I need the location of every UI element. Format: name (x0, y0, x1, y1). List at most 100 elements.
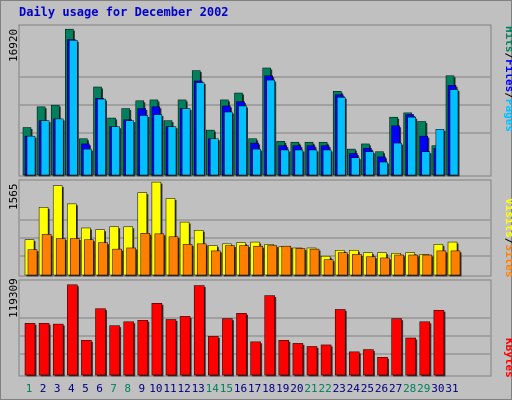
bar-kbytes (250, 341, 263, 377)
x-tick-label: 22 (318, 382, 331, 395)
bar-pages (252, 148, 263, 177)
bar-kbytes (349, 351, 361, 377)
bar-sites (55, 238, 67, 277)
x-tick-label: 27 (389, 382, 402, 395)
legend-kbytes: KBytes (503, 338, 512, 378)
legend-pages: Pages (503, 99, 512, 132)
bar-kbytes (278, 340, 291, 377)
x-tick-label: 18 (262, 382, 275, 395)
bar-pages (379, 161, 389, 177)
x-tick-label: 3 (54, 382, 61, 395)
bar-kbytes (208, 336, 220, 377)
x-tick-label: 12 (177, 382, 190, 395)
bar-pages (322, 149, 333, 177)
bar-sites (70, 238, 81, 277)
x-tick-label: 7 (110, 382, 117, 395)
x-tick-label: 6 (96, 382, 103, 395)
bar-pages (308, 149, 319, 177)
bar-pages (266, 79, 277, 177)
bar-kbytes (292, 343, 305, 377)
bar-kbytes (109, 325, 122, 377)
bar-pages (125, 120, 136, 177)
bar-sites (267, 245, 279, 277)
x-tick-label: 21 (304, 382, 317, 395)
bars-kbytes (24, 284, 446, 377)
x-tick-label: 23 (333, 382, 346, 395)
x-tick-label: 5 (82, 382, 89, 395)
bar-kbytes (151, 303, 164, 377)
bar-pages (365, 151, 375, 177)
bar-pages (69, 40, 79, 177)
x-tick-label: 9 (138, 382, 145, 395)
bar-pages (139, 115, 150, 177)
bar-pages (407, 116, 418, 177)
x-tick-label: 10 (149, 382, 162, 395)
bar-pages (26, 135, 37, 177)
bar-kbytes (419, 321, 432, 377)
bar-sites (27, 249, 39, 277)
bar-sites (450, 250, 462, 277)
bar-sites (422, 254, 434, 277)
y-axis-label-hits: 16920 (7, 29, 20, 62)
bar-sites (154, 233, 166, 277)
bar-pages (294, 149, 305, 177)
bar-sites (436, 250, 448, 277)
bar-sites (140, 233, 152, 277)
bar-pages (224, 111, 234, 177)
x-tick-label: 25 (361, 382, 374, 395)
bars-visits-sites (24, 181, 462, 277)
bar-sites (98, 242, 109, 277)
bar-sites (196, 243, 208, 277)
bar-kbytes (405, 337, 418, 377)
bar-sites (253, 245, 265, 277)
x-tick-label: 13 (192, 382, 205, 395)
legend-files: Files (503, 59, 512, 92)
x-tick-label: 29 (417, 382, 430, 395)
bar-kbytes (320, 344, 333, 377)
x-tick-label: 1 (26, 382, 33, 395)
bar-kbytes (433, 309, 446, 377)
bar-kbytes (193, 285, 206, 377)
bar-pages (40, 120, 51, 177)
bar-sites (112, 248, 124, 277)
x-tick-label: 16 (234, 382, 247, 395)
bars-hits-files-pages (22, 28, 460, 177)
x-tick-label: 15 (220, 382, 233, 395)
bar-pages (449, 89, 460, 177)
x-tick-label: 14 (206, 382, 220, 395)
bar-kbytes (24, 323, 37, 377)
bar-kbytes (264, 295, 277, 377)
x-axis-day-labels: 1 2 3 4 5 6 7 8 9 10 11 12 13 14 15 16 17 18 19 20 21 22 23 24 2… (26, 382, 459, 395)
bar-pages (351, 157, 361, 177)
x-tick-label: 20 (290, 382, 303, 395)
bar-pages (435, 129, 446, 177)
bar-kbytes (306, 346, 319, 377)
bar-sites (352, 254, 363, 277)
bar-kbytes (236, 313, 248, 377)
bar-pages (393, 142, 404, 177)
bar-pages (210, 138, 220, 177)
legend-visits: Visits (503, 198, 512, 238)
x-tick-label: 2 (40, 382, 47, 395)
bar-kbytes (222, 318, 234, 377)
bar-pages (97, 98, 107, 177)
bar-kbytes (377, 357, 389, 377)
bar-kbytes (137, 320, 150, 377)
bar-pages (336, 97, 347, 177)
x-tick-label: 24 (347, 382, 361, 395)
bar-pages (167, 126, 178, 177)
bar-kbytes (391, 318, 404, 377)
bar-kbytes (165, 319, 178, 377)
bar-sites (309, 248, 321, 277)
bar-kbytes (52, 323, 65, 377)
bar-sites (225, 245, 236, 277)
bar-sites (337, 252, 349, 277)
x-tick-label: 31 (445, 382, 458, 395)
bar-sites (366, 256, 377, 277)
bar-kbytes (179, 316, 192, 377)
bar-kbytes (123, 321, 136, 377)
legend-hits: Hits (503, 26, 512, 53)
x-tick-label: 26 (375, 382, 388, 395)
x-tick-label: 28 (403, 382, 416, 395)
